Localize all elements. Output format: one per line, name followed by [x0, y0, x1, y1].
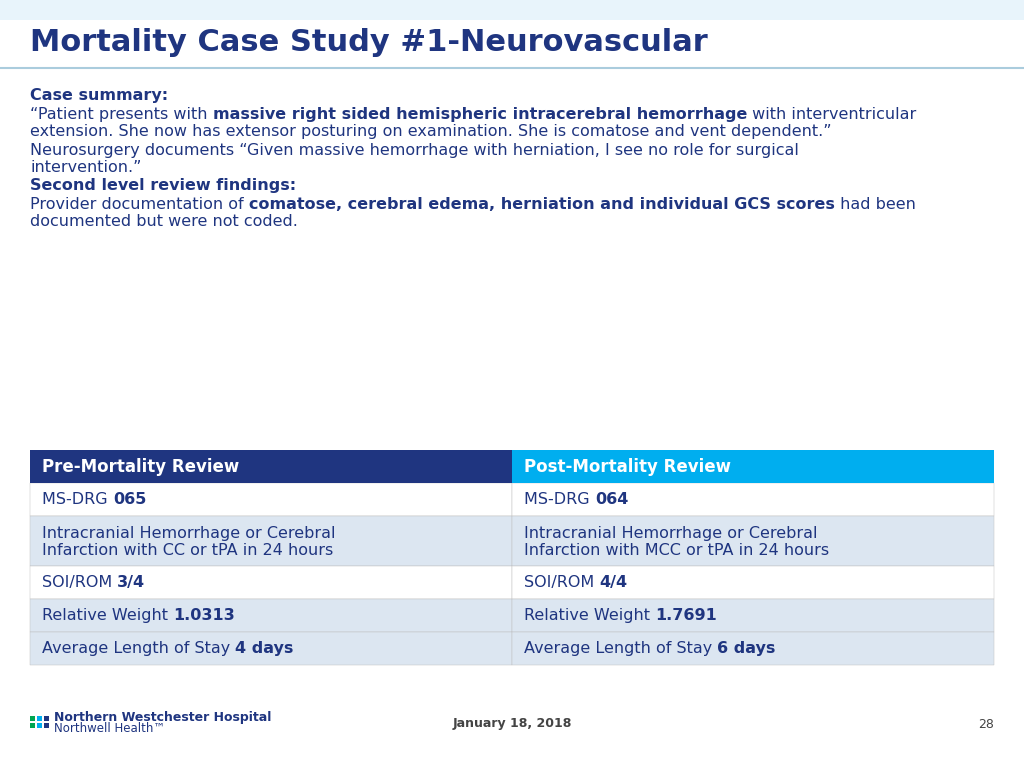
Bar	[44, 723, 49, 728]
Text: Intracranial Hemorrhage or Cerebral: Intracranial Hemorrhage or Cerebral	[42, 526, 336, 541]
Text: 064: 064	[595, 492, 628, 507]
Bar	[30, 632, 512, 665]
Text: 1.0313: 1.0313	[173, 608, 234, 623]
Text: Infarction with MCC or tPA in 24 hours: Infarction with MCC or tPA in 24 hours	[524, 543, 829, 558]
Text: massive right sided hemispheric intracerebral hemorrhage: massive right sided hemispheric intracer…	[213, 107, 746, 122]
Bar	[512, 566, 994, 599]
Bar	[30, 566, 512, 599]
Text: 4/4: 4/4	[599, 575, 628, 590]
Text: extension. She now has extensor posturing on examination. She is comatose and ve: extension. She now has extensor posturin…	[30, 124, 831, 139]
Bar	[30, 716, 35, 721]
Bar	[37, 716, 42, 721]
Bar	[37, 723, 42, 728]
Bar	[512, 632, 994, 665]
Text: Northern Westchester Hospital: Northern Westchester Hospital	[54, 711, 271, 724]
Bar	[30, 723, 35, 728]
Text: comatose, cerebral edema, herniation and individual GCS scores: comatose, cerebral edema, herniation and…	[249, 197, 835, 212]
Text: SOI/ROM: SOI/ROM	[42, 575, 118, 590]
Text: Second level review findings:: Second level review findings:	[30, 178, 296, 193]
Bar	[512, 599, 994, 632]
Text: Case summary:: Case summary:	[30, 88, 168, 103]
Bar	[512, 450, 994, 483]
Text: Relative Weight: Relative Weight	[524, 608, 655, 623]
Text: 065: 065	[113, 492, 146, 507]
Bar	[512, 483, 994, 516]
Text: Infarction with CC or tPA in 24 hours: Infarction with CC or tPA in 24 hours	[42, 543, 333, 558]
Text: documented but were not coded.: documented but were not coded.	[30, 214, 298, 229]
Text: Pre-Mortality Review: Pre-Mortality Review	[42, 458, 240, 475]
Text: Average Length of Stay: Average Length of Stay	[524, 641, 718, 656]
Text: intervention.”: intervention.”	[30, 160, 141, 175]
Text: Northwell Health™: Northwell Health™	[54, 723, 165, 736]
Bar	[0, 0, 1024, 20]
Text: 1.7691: 1.7691	[655, 608, 717, 623]
Text: Relative Weight: Relative Weight	[42, 608, 173, 623]
Bar	[30, 450, 512, 483]
Bar	[30, 516, 512, 566]
Text: with interventricular: with interventricular	[746, 107, 916, 122]
Text: Average Length of Stay: Average Length of Stay	[42, 641, 236, 656]
Text: Provider documentation of: Provider documentation of	[30, 197, 249, 212]
Text: SOI/ROM: SOI/ROM	[524, 575, 599, 590]
Text: had been: had been	[835, 197, 915, 212]
Text: 3/4: 3/4	[118, 575, 145, 590]
Text: Post-Mortality Review: Post-Mortality Review	[524, 458, 731, 475]
Bar	[512, 516, 994, 566]
Bar	[30, 483, 512, 516]
Text: 4 days: 4 days	[236, 641, 294, 656]
Bar	[30, 599, 512, 632]
Text: Mortality Case Study #1-Neurovascular: Mortality Case Study #1-Neurovascular	[30, 28, 708, 57]
Text: Neurosurgery documents “Given massive hemorrhage with herniation, I see no role : Neurosurgery documents “Given massive he…	[30, 143, 799, 158]
Bar	[44, 716, 49, 721]
Text: 28: 28	[978, 717, 994, 730]
Text: January 18, 2018: January 18, 2018	[453, 717, 571, 730]
Text: MS-DRG: MS-DRG	[42, 492, 113, 507]
Text: Intracranial Hemorrhage or Cerebral: Intracranial Hemorrhage or Cerebral	[524, 526, 817, 541]
Text: “Patient presents with: “Patient presents with	[30, 107, 213, 122]
Text: 6 days: 6 days	[718, 641, 776, 656]
Text: MS-DRG: MS-DRG	[524, 492, 595, 507]
